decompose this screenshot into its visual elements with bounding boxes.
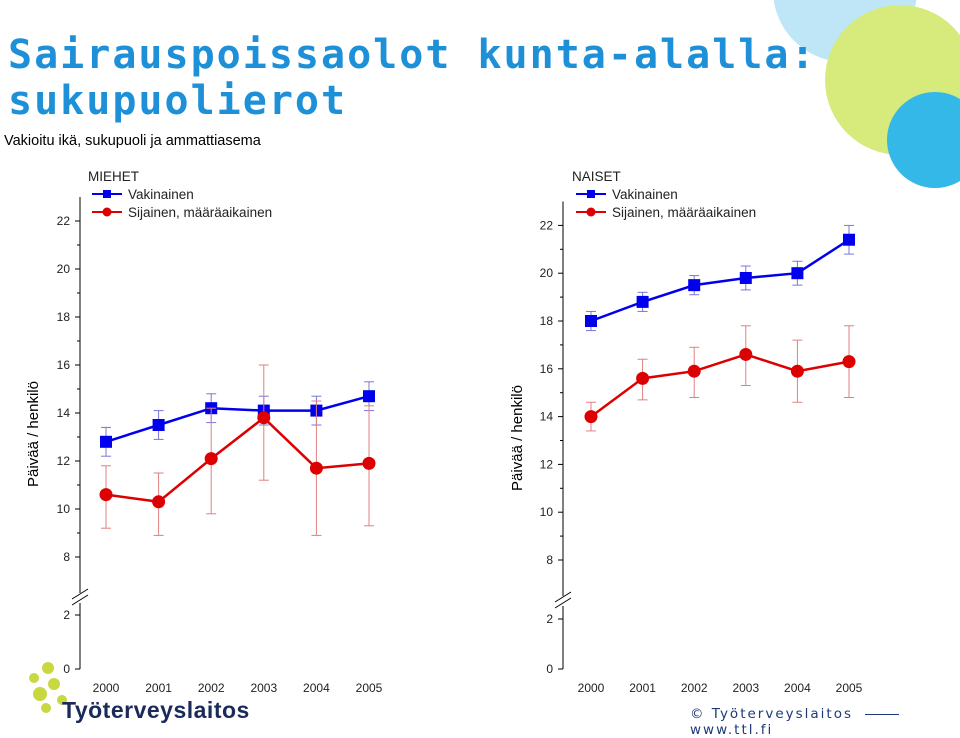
page-title-line2: sukupuolierot	[8, 78, 348, 124]
y-tick-label: 0	[63, 662, 70, 676]
data-point	[100, 435, 112, 448]
series-line	[105, 416, 370, 504]
logo-dot	[48, 678, 60, 690]
legend-label: Vakinainen	[612, 187, 678, 202]
y-tick-label: 22	[57, 214, 71, 228]
logo-dot	[29, 673, 39, 683]
legend-label: Vakinainen	[128, 187, 194, 202]
x-tick-label: 2003	[732, 681, 759, 695]
x-tick-label: 2003	[250, 681, 277, 695]
page-title-line1: Sairauspoissaolot kunta-alalla:	[8, 32, 817, 78]
legend-label: Sijainen, määräaikainen	[612, 205, 756, 220]
data-point	[152, 419, 165, 431]
x-tick-label: 2001	[145, 681, 172, 695]
x-tick-label: 2002	[198, 681, 225, 695]
y-tick-label: 8	[546, 553, 553, 567]
copyright-icon: ©	[690, 706, 706, 722]
legend-swatch-marker	[586, 207, 596, 217]
axis-break-mark	[71, 594, 89, 606]
y-tick-label: 12	[57, 454, 71, 468]
y-tick-label: 2	[63, 608, 70, 622]
footer-url: www.ttl.fi	[690, 722, 774, 738]
data-point	[688, 279, 701, 292]
series-line	[105, 394, 370, 443]
series-line	[590, 353, 850, 418]
data-point	[843, 233, 855, 246]
y-tick-label: 18	[57, 310, 71, 324]
logo-dot	[57, 695, 67, 705]
page-title: Sairauspoissaolot kunta-alalla: sukupuol…	[8, 32, 817, 124]
legend-label: Sijainen, määräaikainen	[128, 205, 272, 220]
x-tick-label: 2005	[356, 681, 383, 695]
x-tick-label: 2001	[629, 681, 656, 695]
decoration-circles	[773, 0, 960, 188]
data-point	[257, 411, 271, 425]
logo-dot	[33, 687, 47, 701]
data-point	[687, 364, 701, 378]
data-point	[739, 347, 753, 361]
y-tick-label: 2	[546, 612, 553, 626]
data-point	[99, 488, 113, 502]
axis-break-mark	[554, 597, 572, 609]
legend-title: NAISET	[572, 169, 621, 184]
y-tick-label: 20	[540, 266, 554, 280]
page-subtitle: Vakioitu ikä, sukupuoli ja ammattiasema	[4, 133, 261, 149]
legend-title: MIEHET	[88, 169, 139, 184]
chart-panel-miehet: 0 2 8 10 12 14 16 18 20 22 2000 2001 2002 2003 2004 200…	[25, 169, 383, 695]
footer: © Työterveyslaitos www.ttl.fi	[690, 706, 960, 738]
x-tick-label: 2000	[578, 681, 605, 695]
data-point	[204, 452, 218, 466]
legend-swatch-marker	[102, 207, 112, 217]
brand-name: Työterveyslaitos	[62, 697, 250, 723]
y-tick-label: 8	[63, 550, 70, 564]
y-tick-label: 22	[540, 218, 554, 232]
data-point	[842, 355, 856, 369]
x-tick-label: 2004	[303, 681, 330, 695]
axis-break-mark	[554, 591, 572, 603]
data-point	[636, 371, 650, 385]
y-tick-label: 16	[540, 362, 554, 376]
footer-dash	[865, 713, 900, 715]
data-point	[585, 315, 597, 327]
data-point	[363, 390, 375, 403]
logo-mark	[29, 662, 67, 713]
y-tick-label: 12	[540, 457, 554, 471]
axis-break-mark	[71, 588, 89, 600]
legend-swatch-marker	[103, 190, 111, 198]
decor-circle-blue	[887, 92, 960, 188]
legend-swatch-marker	[587, 190, 595, 198]
y-tick-label: 14	[540, 410, 554, 424]
y-tick-label: 0	[546, 662, 553, 676]
data-point	[790, 364, 804, 378]
y-tick-label: 10	[540, 505, 554, 519]
logo-dot	[42, 662, 54, 674]
x-tick-label: 2005	[836, 681, 863, 695]
chart-panel-naiset: 0 2 8 10 12 14 16 18 20 22 2000 2001 2002 2003 2004 200…	[509, 169, 863, 695]
data-point	[309, 461, 323, 475]
x-tick-label: 2004	[784, 681, 811, 695]
y-tick-label: 10	[57, 502, 71, 516]
footer-org: Työterveyslaitos	[711, 706, 854, 722]
y-tick-label: 18	[540, 314, 554, 328]
y-axis-label: Päivää / henkilö	[25, 381, 42, 487]
logo-dot	[41, 703, 51, 713]
y-tick-label: 16	[57, 358, 71, 372]
data-point	[636, 295, 649, 308]
data-point	[152, 495, 166, 509]
y-tick-label: 14	[57, 406, 71, 420]
x-tick-label: 2002	[681, 681, 708, 695]
y-axis-label: Päivää / henkilö	[509, 385, 526, 491]
x-tick-label: 2000	[93, 681, 120, 695]
data-point	[791, 267, 804, 280]
y-tick-label: 20	[57, 262, 71, 276]
data-point	[584, 410, 598, 424]
data-point	[362, 456, 376, 470]
data-point	[739, 271, 752, 284]
series-line	[590, 238, 850, 323]
